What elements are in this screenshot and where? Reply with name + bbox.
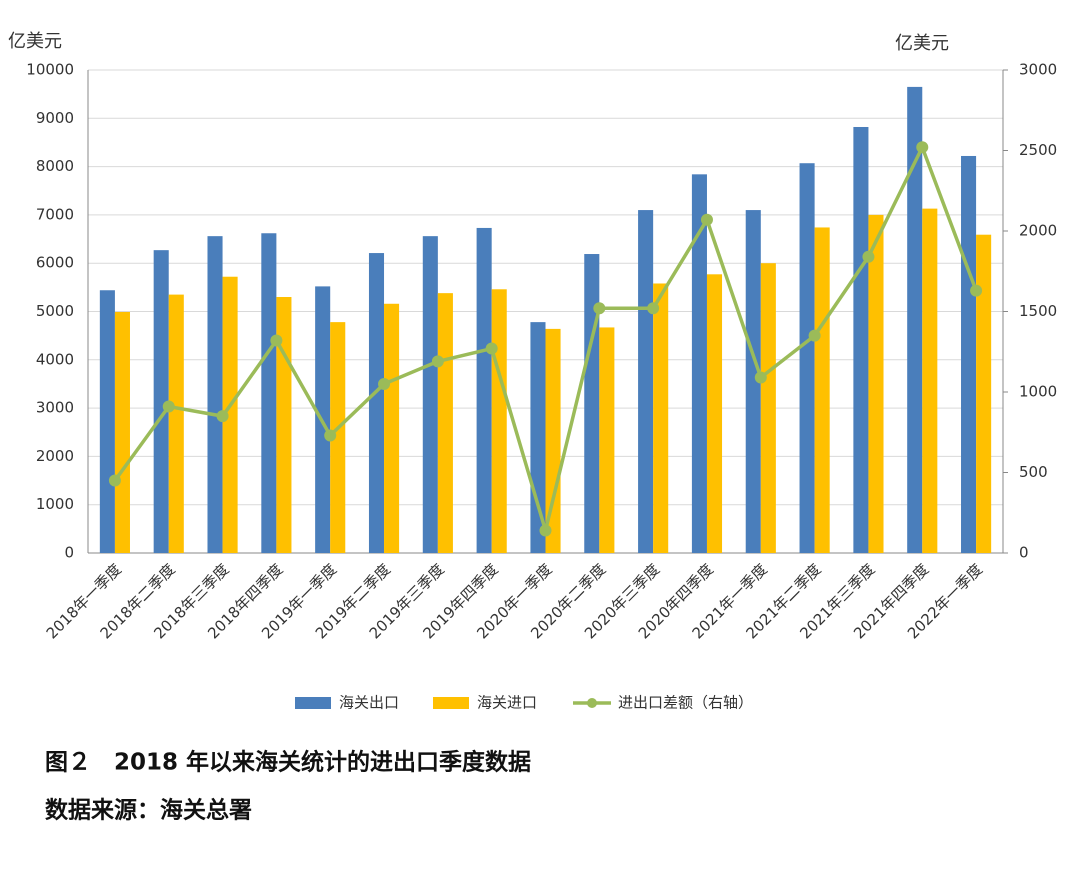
bar bbox=[476, 227, 492, 554]
legend-label: 海关进口 bbox=[477, 694, 537, 712]
line-marker bbox=[647, 302, 660, 315]
line-marker bbox=[270, 334, 283, 347]
y-axis-label: 亿美元 bbox=[8, 31, 62, 52]
legend-label: 海关出口 bbox=[339, 694, 399, 712]
bar bbox=[853, 126, 869, 553]
line-marker bbox=[862, 250, 875, 263]
bar bbox=[207, 236, 223, 554]
bar bbox=[368, 253, 385, 553]
bar bbox=[153, 250, 169, 553]
bar bbox=[745, 210, 761, 553]
y-tick-label: 1000 bbox=[36, 495, 74, 513]
line-marker bbox=[700, 213, 713, 226]
y2-tick-label: 1500 bbox=[1019, 302, 1057, 320]
y2-tick-label: 1000 bbox=[1019, 383, 1057, 401]
line-marker bbox=[108, 474, 121, 487]
line-marker bbox=[485, 342, 498, 355]
y-tick-label: 10000 bbox=[26, 61, 74, 79]
bar bbox=[599, 327, 615, 553]
bar bbox=[168, 294, 184, 553]
bar bbox=[584, 254, 600, 553]
bar bbox=[799, 163, 815, 553]
bar bbox=[545, 328, 561, 553]
bar bbox=[638, 210, 654, 553]
y2-tick-label: 2000 bbox=[1019, 222, 1057, 240]
legend-swatch bbox=[433, 697, 469, 709]
bar bbox=[922, 208, 938, 553]
line-marker bbox=[593, 302, 606, 315]
bar bbox=[653, 283, 669, 553]
bar bbox=[422, 236, 438, 554]
bar bbox=[114, 311, 130, 553]
y2-axis-label: 亿美元 bbox=[895, 33, 949, 54]
legend-label: 进出口差额（右轴） bbox=[618, 694, 753, 712]
line-marker bbox=[324, 429, 337, 442]
line-marker bbox=[162, 400, 175, 413]
y-tick-label: 9000 bbox=[36, 109, 74, 127]
line-marker bbox=[378, 377, 391, 390]
y2-tick-label: 3000 bbox=[1019, 61, 1057, 79]
bar bbox=[976, 234, 992, 553]
y-tick-label: 3000 bbox=[36, 399, 74, 417]
bar bbox=[261, 233, 277, 553]
line-marker bbox=[754, 371, 767, 384]
bar bbox=[814, 227, 830, 553]
bar bbox=[437, 293, 453, 553]
y-tick-label: 6000 bbox=[36, 254, 74, 272]
bar bbox=[706, 274, 723, 553]
line-marker bbox=[216, 410, 229, 423]
y-tick-label: 4000 bbox=[36, 350, 74, 368]
bar bbox=[491, 289, 507, 553]
y2-tick-label: 0 bbox=[1019, 544, 1029, 562]
bar bbox=[99, 290, 115, 553]
y-tick-label: 0 bbox=[64, 544, 74, 562]
y-tick-label: 5000 bbox=[36, 302, 74, 320]
line-marker bbox=[808, 329, 821, 342]
y2-tick-label: 2500 bbox=[1019, 141, 1057, 159]
bar bbox=[760, 263, 776, 553]
y-tick-label: 7000 bbox=[36, 205, 74, 223]
line-marker bbox=[970, 284, 983, 297]
bar bbox=[691, 174, 707, 553]
line-marker bbox=[916, 141, 929, 154]
y-tick-label: 2000 bbox=[36, 447, 74, 465]
bar bbox=[907, 86, 923, 553]
line-marker bbox=[431, 355, 444, 368]
legend-swatch bbox=[295, 697, 331, 709]
y2-tick-label: 500 bbox=[1019, 463, 1048, 481]
source: 数据来源：海关总署 bbox=[45, 797, 252, 824]
legend-swatch bbox=[587, 698, 597, 708]
bar bbox=[384, 303, 400, 553]
bar bbox=[868, 214, 884, 553]
bar bbox=[222, 276, 238, 553]
line-marker bbox=[539, 524, 552, 537]
caption: 图２ 2018 年以来海关统计的进出口季度数据 bbox=[45, 749, 531, 776]
bar bbox=[961, 155, 977, 553]
bar bbox=[330, 322, 346, 553]
y-tick-label: 8000 bbox=[36, 157, 74, 175]
